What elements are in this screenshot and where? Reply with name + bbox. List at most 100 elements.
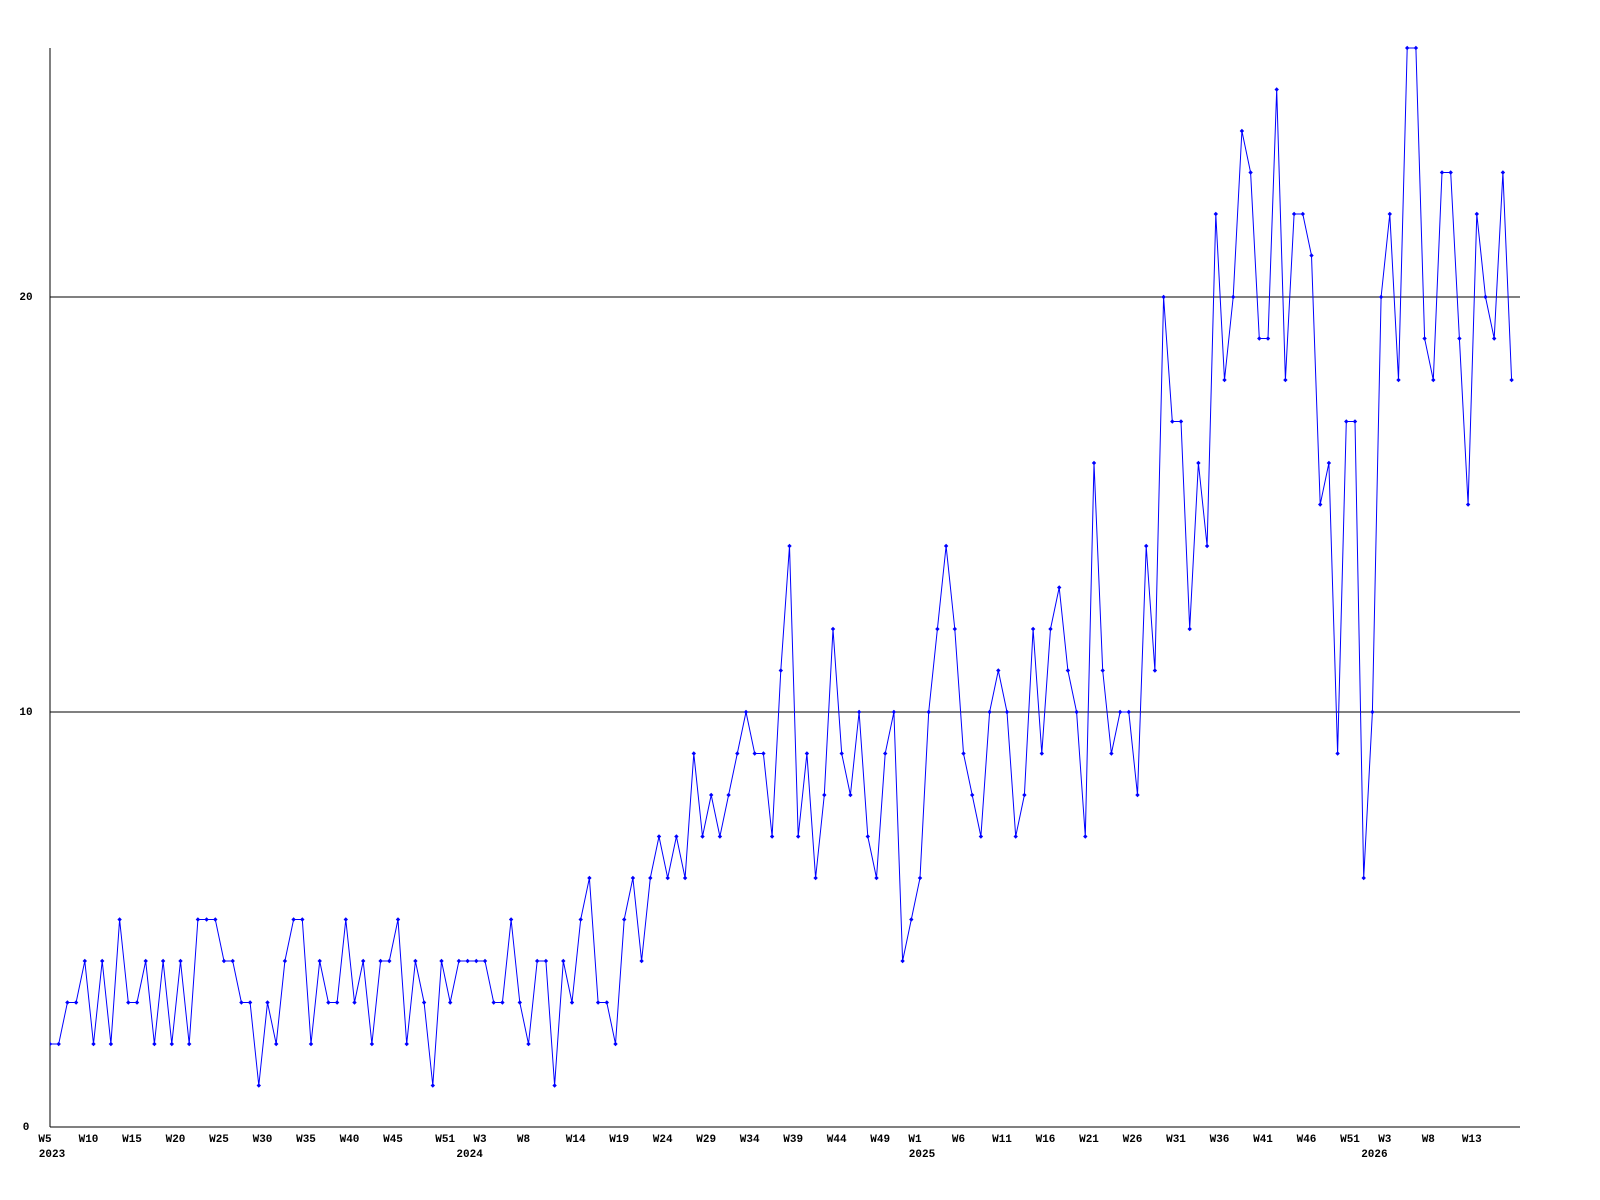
x-tick-label: W30 xyxy=(253,1134,273,1146)
x-tick-label: W36 xyxy=(1210,1134,1230,1146)
data-point xyxy=(578,917,583,922)
data-point xyxy=(108,1041,114,1047)
data-point xyxy=(300,917,305,922)
data-point xyxy=(1509,377,1514,383)
x-tick-label: W5 xyxy=(38,1134,52,1146)
data-point xyxy=(134,1000,140,1005)
data-point xyxy=(926,709,931,715)
data-point xyxy=(65,1000,70,1005)
data-point xyxy=(1022,792,1027,798)
data-point xyxy=(1004,709,1010,715)
data-point xyxy=(822,792,827,798)
data-point xyxy=(1291,211,1297,217)
data-point xyxy=(917,875,923,881)
data-point xyxy=(1283,377,1288,383)
x-tick-label: W39 xyxy=(783,1134,803,1146)
data-point xyxy=(830,626,836,632)
data-point xyxy=(1352,419,1358,424)
data-point xyxy=(1413,45,1419,51)
y-tick-label: 0 xyxy=(23,1122,30,1134)
data-point xyxy=(587,875,592,881)
data-point xyxy=(1483,294,1488,300)
x-tick-label: W1 xyxy=(908,1134,922,1146)
data-point xyxy=(1187,626,1192,632)
data-point xyxy=(291,917,296,922)
x-tick-label: W44 xyxy=(827,1134,847,1146)
data-point xyxy=(187,1041,192,1047)
data-point xyxy=(517,1000,522,1005)
series-line xyxy=(50,47,1513,1086)
data-point xyxy=(430,1083,435,1088)
data-point xyxy=(1196,460,1201,466)
x-tick-label: W51 xyxy=(1340,1134,1360,1146)
x-tick-label: W3 xyxy=(473,1134,487,1146)
data-point xyxy=(1074,709,1079,715)
data-point xyxy=(117,917,122,922)
data-point xyxy=(73,1000,79,1005)
x-year-label: 2024 xyxy=(456,1149,483,1161)
data-point xyxy=(178,958,183,964)
data-point xyxy=(448,1000,453,1005)
data-point xyxy=(1083,834,1088,839)
data-point xyxy=(761,751,766,756)
data-point xyxy=(709,792,714,798)
x-tick-label: W15 xyxy=(122,1134,142,1146)
data-point xyxy=(1335,751,1340,756)
data-point xyxy=(1474,211,1479,217)
data-point xyxy=(952,626,957,632)
data-point xyxy=(91,1041,96,1047)
data-point xyxy=(308,1041,314,1047)
data-point xyxy=(465,958,470,964)
data-point xyxy=(796,834,801,839)
data-point xyxy=(961,751,966,756)
data-point xyxy=(848,792,853,798)
data-point xyxy=(1370,709,1375,715)
data-point xyxy=(169,1041,174,1047)
x-tick-label: W29 xyxy=(696,1134,716,1146)
data-point xyxy=(326,1000,331,1005)
x-tick-label: W20 xyxy=(166,1134,186,1146)
data-point xyxy=(561,958,566,964)
data-point xyxy=(1378,294,1384,300)
data-point xyxy=(482,958,488,964)
data-point xyxy=(1065,668,1071,673)
data-point xyxy=(839,751,844,756)
x-tick-label: W26 xyxy=(1123,1134,1143,1146)
data-point xyxy=(1231,294,1236,300)
data-point xyxy=(656,834,662,839)
data-point xyxy=(230,958,235,964)
data-point xyxy=(526,1041,531,1047)
data-point xyxy=(700,834,705,839)
data-point xyxy=(508,917,514,922)
data-point xyxy=(1030,626,1036,632)
data-point xyxy=(1405,45,1410,51)
data-point xyxy=(82,958,87,964)
data-point xyxy=(622,917,627,922)
data-point xyxy=(456,958,462,964)
data-point xyxy=(900,958,905,964)
data-point xyxy=(343,917,348,922)
data-point xyxy=(1126,709,1131,715)
x-tick-label: W40 xyxy=(340,1134,360,1146)
data-point xyxy=(1309,253,1314,258)
x-tick-label: W16 xyxy=(1036,1134,1056,1146)
data-point xyxy=(1100,668,1105,673)
data-point xyxy=(404,1041,409,1047)
data-point xyxy=(813,875,818,881)
data-point xyxy=(613,1041,618,1047)
data-point xyxy=(1239,128,1245,134)
data-point xyxy=(1144,543,1149,549)
data-point xyxy=(569,1000,575,1005)
data-point xyxy=(935,626,940,632)
data-point xyxy=(682,875,688,881)
data-point xyxy=(630,875,636,881)
data-point xyxy=(943,543,949,549)
data-point xyxy=(1361,875,1366,881)
x-tick-label: W6 xyxy=(952,1134,965,1146)
data-point xyxy=(970,792,975,798)
data-point xyxy=(865,834,870,839)
data-point xyxy=(1344,419,1349,424)
x-tick-label: W35 xyxy=(296,1134,316,1146)
x-tick-label: W3 xyxy=(1378,1134,1392,1146)
plot-area xyxy=(50,45,1514,1088)
